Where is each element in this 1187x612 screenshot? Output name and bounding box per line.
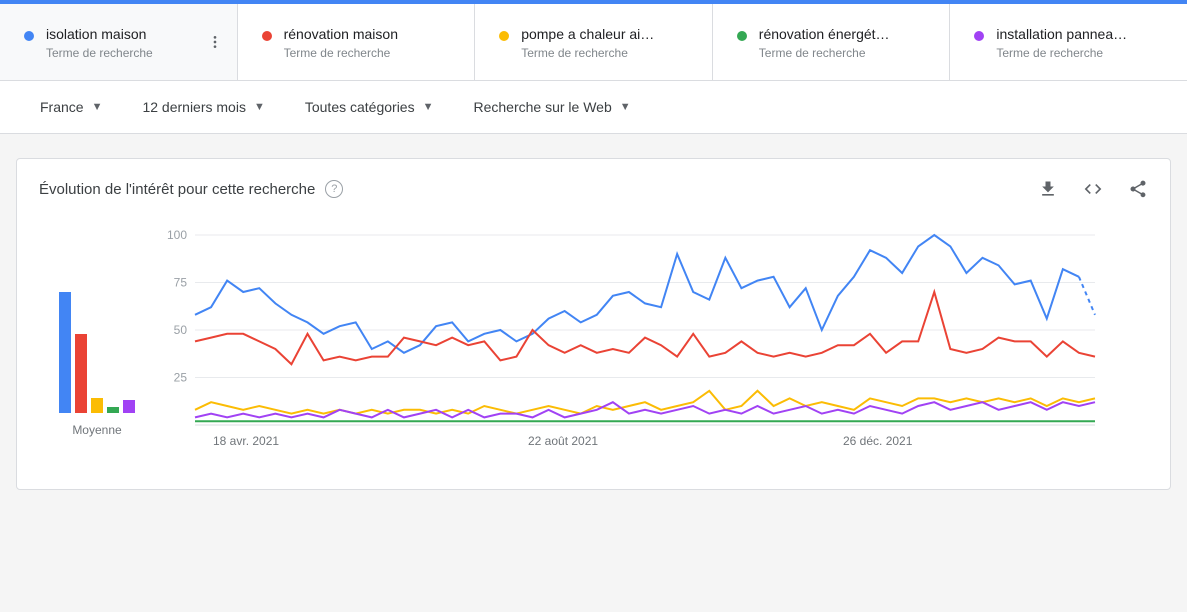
card-header: Évolution de l'intérêt pour cette recher… xyxy=(39,179,1148,199)
avg-bar xyxy=(107,407,119,413)
term-subtitle: Terme de recherche xyxy=(284,46,398,60)
term-card[interactable]: pompe a chaleur ai… Terme de recherche xyxy=(475,4,713,80)
svg-text:18 avr. 2021: 18 avr. 2021 xyxy=(213,434,279,448)
filter-label: Toutes catégories xyxy=(305,99,415,115)
average-bars xyxy=(59,293,135,413)
term-label: rénovation énergét… xyxy=(759,26,890,42)
filters-row: France▼12 derniers mois▼Toutes catégorie… xyxy=(0,81,1187,134)
terms-row: isolation maison Terme de recherche <рect/… xyxy=(0,4,1187,81)
avg-bar xyxy=(123,400,135,413)
chart-svg: 25 50 75 100 18 avr. 2021 22 août 2021 26 déc.… xyxy=(165,229,1105,449)
card-title: Évolution de l'intérêt pour cette recher… xyxy=(39,180,343,198)
term-label: rénovation maison xyxy=(284,26,398,42)
card-title-text: Évolution de l'intérêt pour cette recher… xyxy=(39,181,315,198)
filter-dropdown[interactable]: Recherche sur le Web ▼ xyxy=(473,99,630,115)
filter-label: France xyxy=(40,99,84,115)
filter-dropdown[interactable]: 12 derniers mois ▼ xyxy=(142,99,264,115)
chevron-down-icon: ▼ xyxy=(620,101,631,113)
term-card[interactable]: installation pannea… Terme de recherche xyxy=(950,4,1187,80)
chevron-down-icon: ▼ xyxy=(254,101,265,113)
card-actions xyxy=(1038,179,1148,199)
chart-card: Évolution de l'intérêt pour cette recher… xyxy=(16,158,1171,490)
average-label: Moyenne xyxy=(59,423,135,437)
svg-text:22 août 2021: 22 août 2021 xyxy=(528,434,598,448)
svg-text:50: 50 xyxy=(174,323,188,337)
series-line xyxy=(195,402,1095,417)
term-subtitle: Terme de recherche xyxy=(521,46,654,60)
chevron-down-icon: ▼ xyxy=(423,101,434,113)
svg-text:26 déc. 2021: 26 déc. 2021 xyxy=(843,434,913,448)
series-color-dot xyxy=(737,31,747,41)
download-icon[interactable] xyxy=(1038,179,1058,199)
filter-dropdown[interactable]: France ▼ xyxy=(40,99,102,115)
term-subtitle: Terme de recherche xyxy=(759,46,890,60)
series-color-dot xyxy=(974,31,984,41)
term-card[interactable]: rénovation maison Terme de recherche xyxy=(238,4,476,80)
more-icon[interactable]: <рect/> xyxy=(201,28,229,56)
line-chart: 25 50 75 100 18 avr. 2021 22 août 2021 26 déc.… xyxy=(165,229,1148,449)
avg-bar xyxy=(75,334,87,413)
series-color-dot xyxy=(262,31,272,41)
chevron-down-icon: ▼ xyxy=(92,101,103,113)
term-label: isolation maison xyxy=(46,26,153,42)
svg-text:100: 100 xyxy=(167,229,187,242)
filter-label: Recherche sur le Web xyxy=(473,99,611,115)
spacer xyxy=(0,134,1187,158)
term-subtitle: Terme de recherche xyxy=(46,46,153,60)
share-icon[interactable] xyxy=(1128,179,1148,199)
embed-icon[interactable] xyxy=(1082,179,1104,199)
series-color-dot xyxy=(499,31,509,41)
series-color-dot xyxy=(24,31,34,41)
filter-dropdown[interactable]: Toutes catégories ▼ xyxy=(305,99,434,115)
term-label: installation pannea… xyxy=(996,26,1127,42)
help-icon[interactable]: ? xyxy=(325,180,343,198)
term-subtitle: Terme de recherche xyxy=(996,46,1127,60)
avg-bar xyxy=(91,398,103,413)
average-block: Moyenne xyxy=(59,229,135,449)
svg-text:75: 75 xyxy=(174,276,188,290)
term-card[interactable]: rénovation énergét… Terme de recherche xyxy=(713,4,951,80)
filter-label: 12 derniers mois xyxy=(142,99,246,115)
svg-text:25: 25 xyxy=(174,371,188,385)
avg-bar xyxy=(59,292,71,413)
chart-area: Moyenne 25 50 75 100 18 avr. 2021 22 août 202… xyxy=(39,229,1148,449)
term-label: pompe a chaleur ai… xyxy=(521,26,654,42)
term-card[interactable]: isolation maison Terme de recherche <рect/… xyxy=(0,4,238,80)
